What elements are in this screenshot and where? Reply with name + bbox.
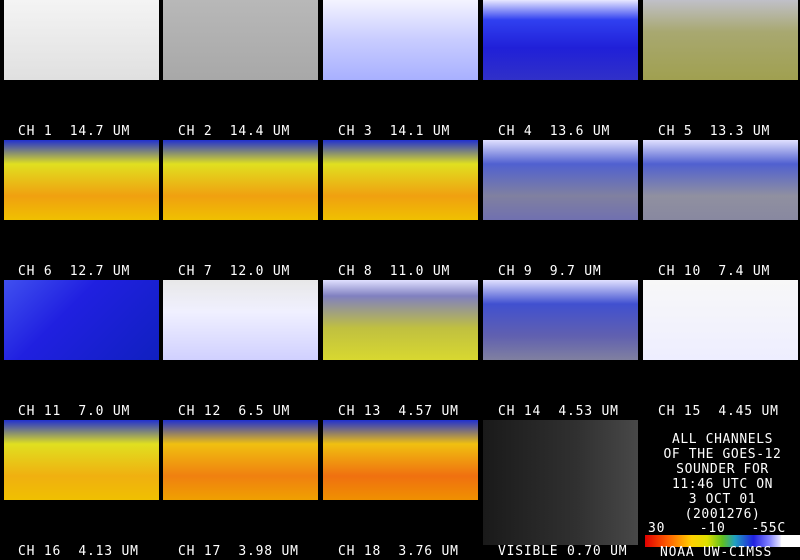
channel-image [483,420,638,545]
channel-label: CH 3 14.1 UM [338,124,451,139]
channel-label: CH 5 13.3 UM [658,124,771,139]
channel-image [643,0,798,80]
channel-label: CH 12 6.5 UM [178,404,291,419]
scale-labels: 30 -10 -55C [648,521,787,536]
channel-image [483,0,638,80]
info-line: SOUNDER FOR [676,462,769,477]
info-text: ALL CHANNELS OF THE GOES-12 SOUNDER FOR 11:… [645,432,800,522]
channel-label: CH 4 13.6 UM [498,124,611,139]
channel-image [163,0,318,80]
channel-image [323,140,478,220]
channel-image [323,0,478,80]
channel-image [323,420,478,500]
channel-image [4,280,159,360]
channel-image [323,280,478,360]
info-line: (2001276) [684,507,761,522]
channel-label: CH 14 4.53 UM [498,404,619,419]
channel-image [163,420,318,500]
channel-label: CH 7 12.0 UM [178,264,291,279]
channel-label: CH 10 7.4 UM [658,264,771,279]
channel-label: CH 2 14.4 UM [178,124,291,139]
channel-image [643,140,798,220]
channel-label: CH 17 3.98 UM [178,544,299,559]
channel-label: CH 9 9.7 UM [498,264,602,279]
channel-label: CH 15 4.45 UM [658,404,779,419]
channel-image [483,140,638,220]
channel-image [163,140,318,220]
channel-label: VISIBLE 0.70 UM [498,544,628,559]
channel-label: CH 16 4.13 UM [18,544,139,559]
channel-label: CH 18 3.76 UM [338,544,459,559]
channel-label: CH 6 12.7 UM [18,264,131,279]
info-line: OF THE GOES-12 [663,447,782,462]
info-line: 3 OCT 01 [688,492,757,507]
credit: NOAA UW-CIMSS [660,545,773,560]
channel-label: CH 11 7.0 UM [18,404,131,419]
channel-label: CH 8 11.0 UM [338,264,451,279]
channel-label: CH 13 4.57 UM [338,404,459,419]
channel-label: CH 1 14.7 UM [18,124,131,139]
channel-image [4,420,159,500]
channel-image [4,0,159,80]
color-scale [645,535,800,547]
channel-image [163,280,318,360]
channel-image [483,280,638,360]
channel-image [643,280,798,360]
channel-image [4,140,159,220]
info-line: ALL CHANNELS [671,432,774,447]
info-line: 11:46 UTC ON [671,477,774,492]
